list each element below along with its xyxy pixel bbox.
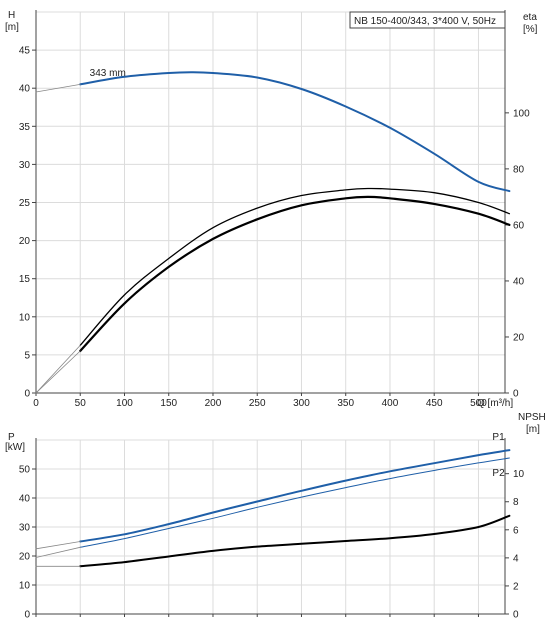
x-tick-label: 500: [470, 398, 487, 409]
right-tick-label: 20: [513, 332, 525, 343]
left-tick-label: 40: [19, 494, 31, 505]
left-axis-unit: [m]: [5, 22, 19, 33]
left-tick-label: 10: [19, 312, 31, 323]
chart-panel-2: 0 10 20 30 40 50 0 2 4 6 8 10 P[kW] NPSH[m] P1 P2: [5, 412, 546, 621]
right-tick-label: 4: [513, 553, 519, 564]
series-line-6: [35, 350, 81, 394]
left-tick-label: 20: [19, 236, 31, 247]
series-line-2: [35, 84, 81, 93]
series-line-3: [79, 187, 511, 347]
x-axis-label: Q [m³/h]: [477, 398, 513, 409]
x-tick-label: 250: [249, 398, 266, 409]
right-tick-label: 10: [513, 469, 525, 480]
right-axis-unit: [%]: [523, 24, 538, 35]
x-tick-label: 400: [382, 398, 399, 409]
left-tick-label: 25: [19, 198, 31, 209]
x-tick-label: 200: [205, 398, 222, 409]
left-tick-label: 10: [19, 581, 31, 592]
left-axis-label: P: [8, 432, 15, 443]
chart-title-box: NB 150-400/343, 3*400 V, 50Hz: [349, 11, 506, 29]
right-axis-label: eta: [523, 12, 537, 23]
series-line-1: [79, 71, 511, 193]
series-line-5: [35, 546, 81, 558]
curve-annotation: 343 mm: [90, 68, 126, 79]
right-tick-label: 80: [513, 164, 525, 175]
series-line-1: [79, 449, 511, 543]
series-label-p1: P1: [492, 432, 505, 443]
right-tick-label: 40: [513, 276, 525, 287]
x-tick-label: 150: [160, 398, 177, 409]
x-tick-label: 100: [116, 398, 133, 409]
right-tick-label: 0: [513, 389, 519, 400]
chart-title: NB 150-400/343, 3*400 V, 50Hz: [354, 16, 496, 27]
left-tick-label: 30: [19, 160, 31, 171]
left-tick-label: 40: [19, 84, 31, 95]
x-tick-label: 300: [293, 398, 310, 409]
left-tick-label: 35: [19, 122, 31, 133]
series-line-4: [79, 195, 511, 353]
left-tick-label: 0: [24, 389, 30, 400]
left-tick-label: 30: [19, 523, 31, 534]
left-tick-label: 45: [19, 46, 31, 57]
series-line-5: [35, 345, 81, 394]
left-axis-unit: [kW]: [5, 442, 25, 453]
x-tick-label: 0: [33, 398, 39, 409]
right-tick-label: 100: [513, 108, 530, 119]
title-frame: [349, 11, 506, 29]
right-axis-unit: [m]: [526, 424, 540, 435]
x-tick-label: 50: [75, 398, 87, 409]
right-tick-label: 8: [513, 497, 519, 508]
right-axis-label: NPSH: [518, 412, 546, 423]
x-tick-label: 350: [337, 398, 354, 409]
left-tick-label: 50: [19, 465, 31, 476]
left-axis-label: H: [8, 10, 15, 21]
right-tick-label: 2: [513, 581, 519, 592]
right-tick-label: 6: [513, 525, 519, 536]
right-tick-label: 60: [513, 220, 525, 231]
left-tick-label: 0: [24, 610, 30, 621]
left-tick-label: 15: [19, 274, 31, 285]
left-tick-label: 20: [19, 552, 31, 563]
series-label-p2: P2: [492, 468, 505, 479]
left-tick-label: 5: [24, 350, 30, 361]
series-line-3: [79, 514, 511, 568]
series-line-4: [35, 541, 81, 550]
right-tick-label: 0: [513, 610, 519, 621]
x-tick-label: 450: [426, 398, 443, 409]
series-line-2: [79, 457, 510, 548]
